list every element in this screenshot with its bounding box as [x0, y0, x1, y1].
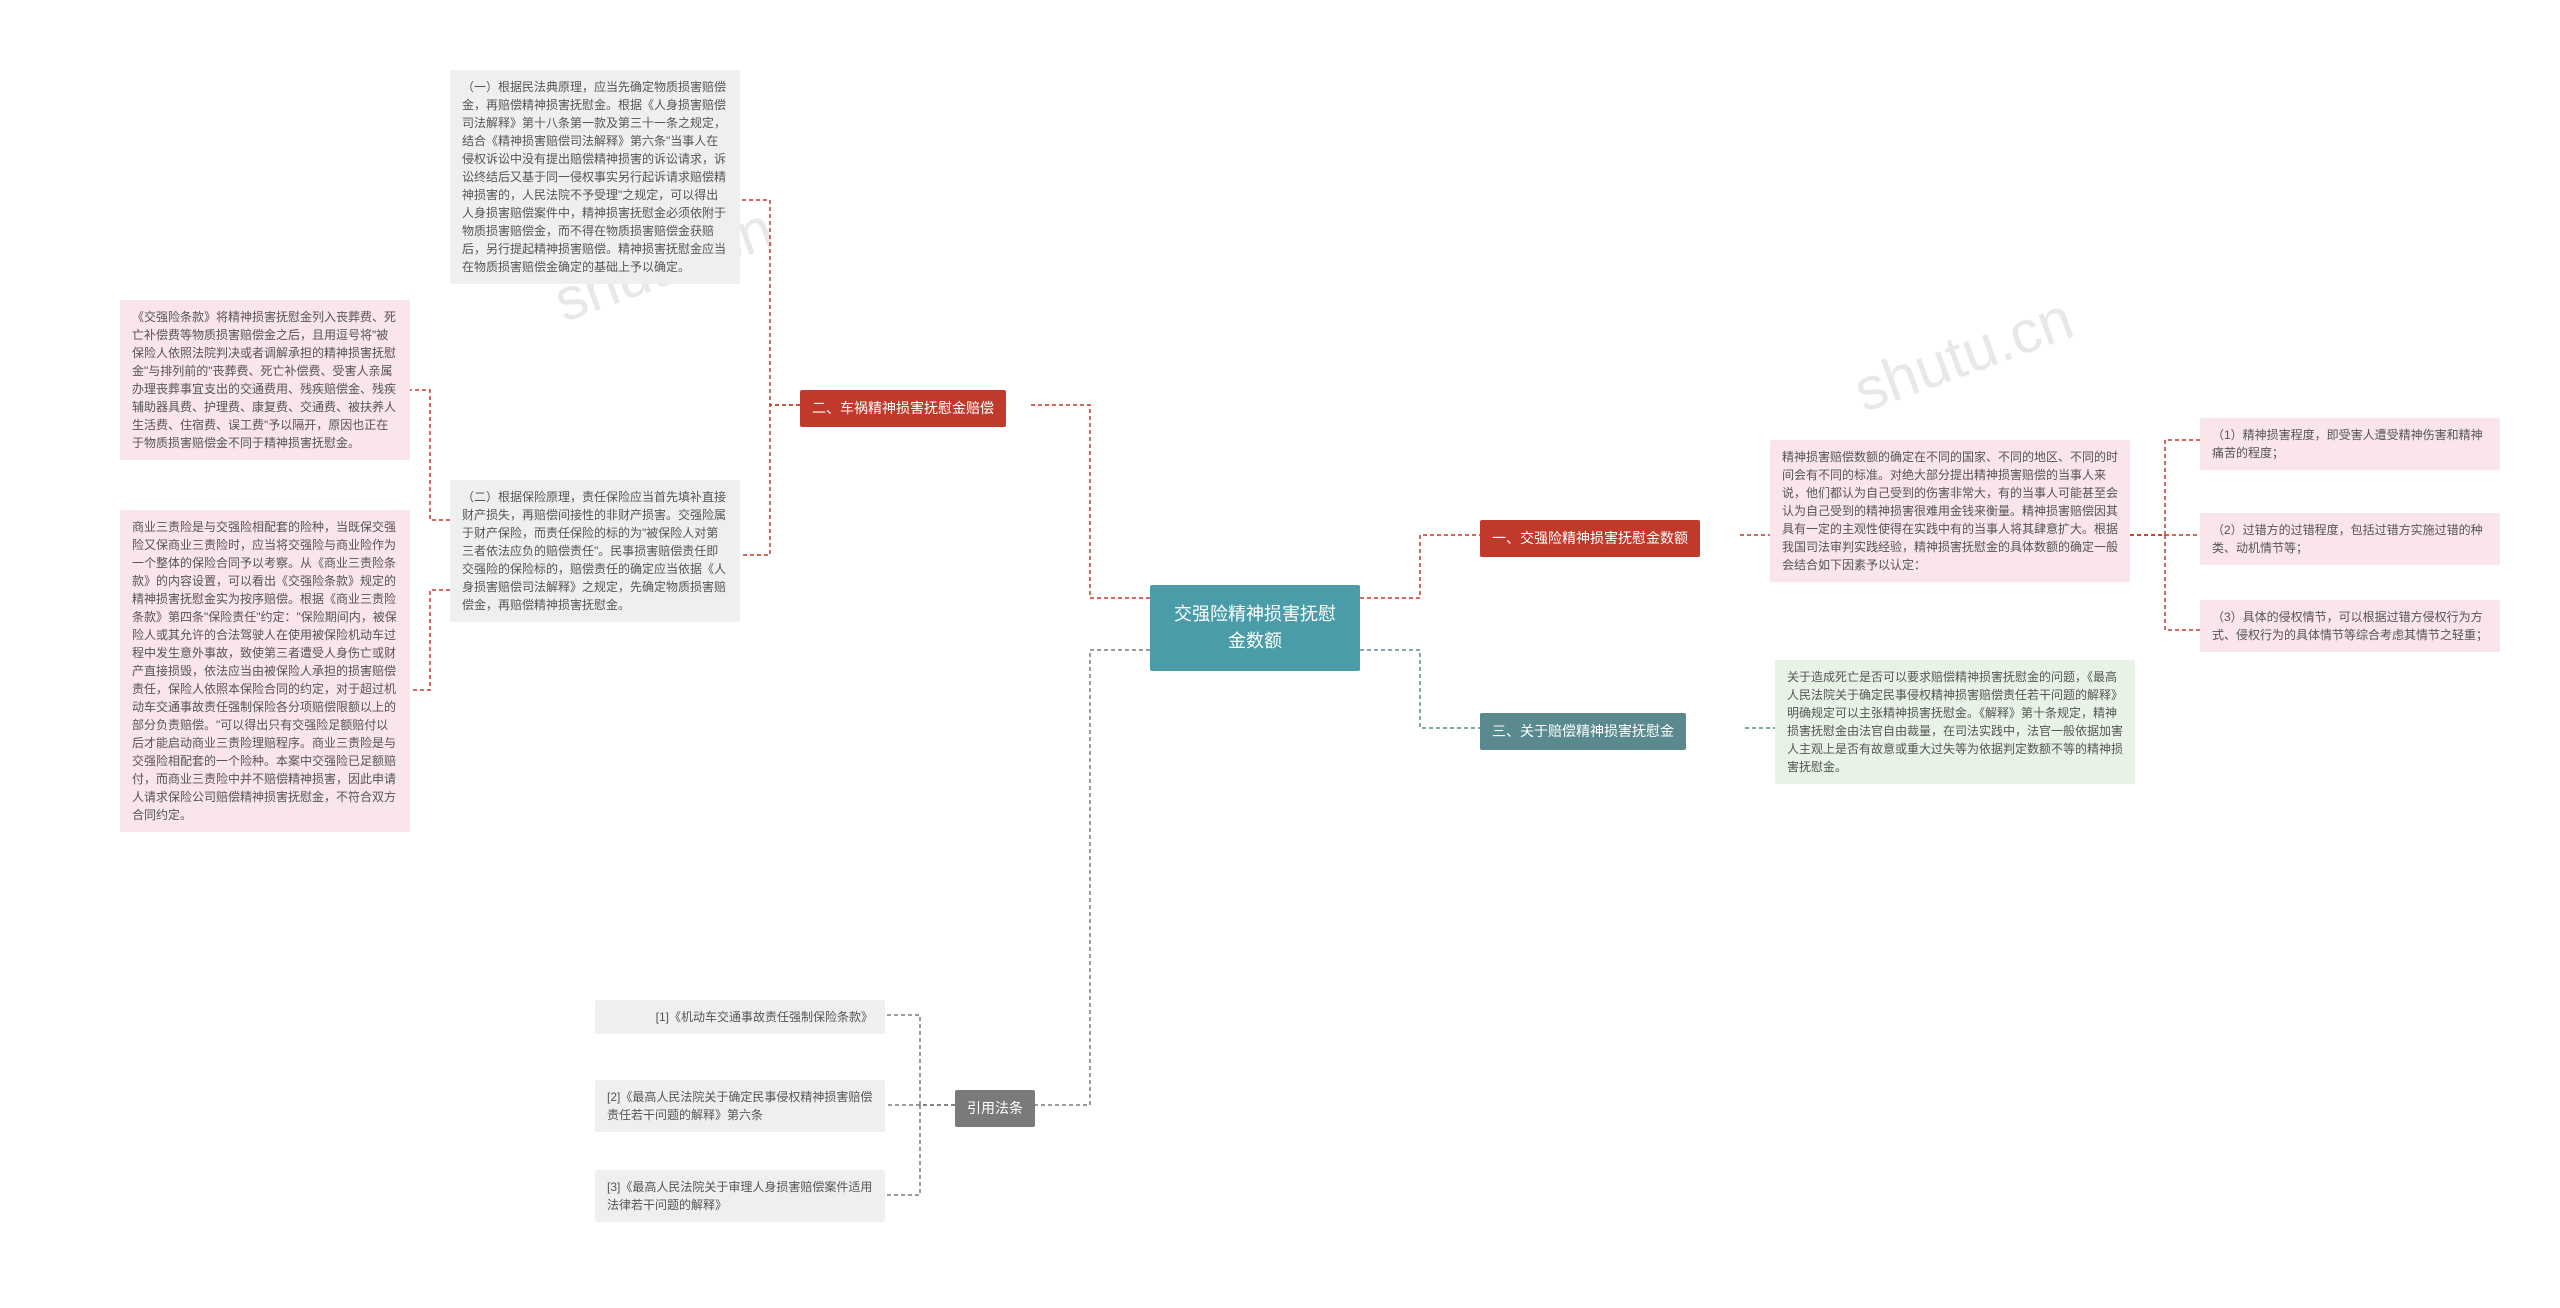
branch2-pinkA: 《交强险条款》将精神损害抚慰金列入丧葬费、死亡补偿费等物质损害赔偿金之后，且用逗… [120, 300, 410, 460]
branch1-text: 精神损害赔偿数额的确定在不同的国家、不同的地区、不同的时间会有不同的标准。对绝大… [1770, 440, 2130, 582]
branch1-sub2: （2）过错方的过错程度，包括过错方实施过错的种类、动机情节等； [2200, 513, 2500, 565]
branch2-text2: （二）根据保险原理，责任保险应当首先填补直接财产损失，再赔偿间接性的非财产损害。… [450, 480, 740, 622]
branch1-sub1: （1）精神损害程度，即受害人遭受精神伤害和精神痛苦的程度； [2200, 418, 2500, 470]
branch4-ref3: [3]《最高人民法院关于审理人身损害赔偿案件适用法律若干问题的解释》 [595, 1170, 885, 1222]
center-node: 交强险精神损害抚慰金数额 [1150, 585, 1360, 671]
branch4-ref1: [1]《机动车交通事故责任强制保险条款》 [595, 1000, 885, 1034]
branch2-label: 二、车祸精神损害抚慰金赔偿 [800, 390, 1006, 427]
watermark: shutu.cn [1845, 283, 2082, 425]
branch1-sub3: （3）具体的侵权情节，可以根据过错方侵权行为方式、侵权行为的具体情节等综合考虑其… [2200, 600, 2500, 652]
branch3-text: 关于造成死亡是否可以要求赔偿精神损害抚慰金的问题，《最高人民法院关于确定民事侵权… [1775, 660, 2135, 784]
branch1-label: 一、交强险精神损害抚慰金数额 [1480, 520, 1700, 557]
branch2-pinkB: 商业三责险是与交强险相配套的险种，当既保交强险又保商业三责险时，应当将交强险与商… [120, 510, 410, 832]
branch2-text1: （一）根据民法典原理，应当先确定物质损害赔偿金，再赔偿精神损害抚慰金。根据《人身… [450, 70, 740, 284]
branch4-ref2: [2]《最高人民法院关于确定民事侵权精神损害赔偿责任若干问题的解释》第六条 [595, 1080, 885, 1132]
branch4-label: 引用法条 [955, 1090, 1035, 1127]
branch3-label: 三、关于赔偿精神损害抚慰金 [1480, 713, 1686, 750]
